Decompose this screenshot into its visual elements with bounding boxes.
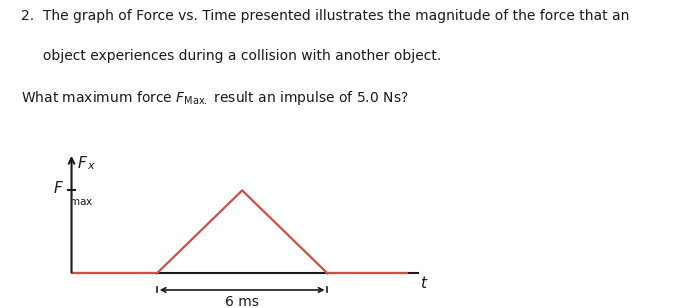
Text: $t$: $t$ xyxy=(420,275,428,291)
Text: What maximum force $F_\mathregular{Max.}$ result an impulse of 5.0 Ns?: What maximum force $F_\mathregular{Max.}… xyxy=(21,89,409,107)
Text: $x$: $x$ xyxy=(88,161,96,171)
Text: 6 ms: 6 ms xyxy=(225,295,259,308)
Text: 2.  The graph of Force vs. Time presented illustrates the magnitude of the force: 2. The graph of Force vs. Time presented… xyxy=(21,9,629,23)
Text: $F$: $F$ xyxy=(53,180,64,196)
Text: $F$: $F$ xyxy=(77,155,88,171)
Text: $\mathrm{max}$: $\mathrm{max}$ xyxy=(69,197,93,207)
Text: object experiences during a collision with another object.: object experiences during a collision wi… xyxy=(21,49,441,63)
